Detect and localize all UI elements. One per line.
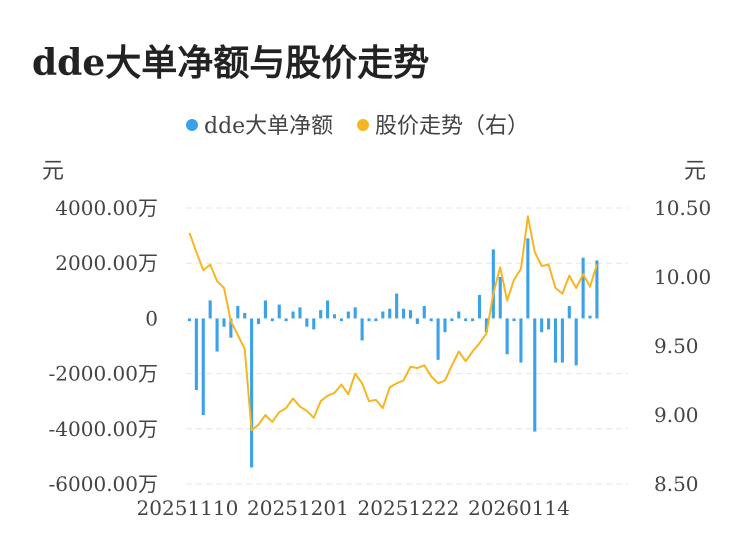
bar — [360, 318, 364, 341]
bar — [533, 318, 537, 432]
y-right-tick-label: 8.50 — [654, 472, 699, 496]
bar — [222, 318, 226, 327]
bar — [401, 308, 406, 319]
bar — [298, 307, 302, 319]
bar — [443, 318, 447, 333]
bar — [560, 318, 564, 363]
y-left-tick-label: -2000.00万 — [49, 362, 158, 386]
bar — [553, 318, 558, 363]
bar — [595, 260, 599, 319]
legend-label-1: 股价走势（右） — [375, 114, 529, 139]
y-left-tick-label: 0 — [145, 306, 158, 330]
bar — [305, 318, 309, 327]
bar — [498, 277, 502, 319]
x-tick-label: 20260114 — [468, 496, 570, 520]
legend-label-0: dde大单净额 — [204, 114, 333, 139]
chart-title: dde大单净额与股价走势 — [32, 42, 430, 84]
y-left-unit: 元 — [42, 159, 64, 184]
bar — [201, 318, 205, 415]
y-right-tick-label: 10.50 — [654, 196, 711, 220]
y-axis-right: 10.50 10.00 9.50 9.00 8.50 — [654, 196, 711, 496]
bar — [270, 318, 274, 322]
bar — [574, 318, 578, 366]
bar — [429, 318, 433, 322]
bar — [436, 318, 440, 360]
bar — [505, 318, 509, 355]
legend-marker-0 — [186, 119, 198, 131]
bar — [457, 311, 461, 319]
y-axis-left: 4000.00万 2000.00万 0 -2000.00万 -4000.00万 -6000… — [49, 196, 158, 496]
bar — [422, 305, 426, 319]
y-right-tick-label: 9.50 — [654, 334, 699, 358]
bar — [464, 318, 468, 322]
bar — [346, 311, 350, 319]
y-right-unit: 元 — [684, 159, 706, 184]
bar — [491, 249, 495, 319]
bar — [339, 318, 343, 322]
bar — [395, 293, 399, 319]
bar — [229, 318, 233, 338]
bar — [588, 315, 592, 319]
bar — [374, 318, 378, 322]
bar — [353, 307, 357, 319]
bar — [187, 318, 192, 322]
x-tick-label: 20251201 — [247, 496, 349, 520]
bar — [326, 300, 330, 319]
bar — [319, 310, 323, 319]
x-tick-label: 20251222 — [358, 496, 460, 520]
bar — [284, 318, 288, 322]
legend: dde大单净额 股价走势（右） — [186, 114, 529, 139]
bar — [332, 314, 337, 319]
bar — [388, 308, 392, 319]
bar — [263, 300, 267, 319]
bar — [250, 318, 254, 468]
bar — [581, 257, 585, 319]
bar — [236, 305, 240, 319]
bar — [512, 318, 516, 322]
bar — [277, 304, 281, 319]
bar — [540, 318, 544, 333]
bar — [256, 318, 261, 324]
bar — [367, 318, 371, 322]
bar — [519, 318, 523, 363]
y-right-tick-label: 10.00 — [654, 265, 711, 289]
bar — [567, 305, 571, 319]
legend-marker-1 — [357, 119, 369, 131]
y-left-tick-label: 2000.00万 — [55, 251, 158, 275]
bar — [408, 310, 413, 319]
y-left-tick-label: -4000.00万 — [49, 417, 158, 441]
bar — [471, 318, 475, 322]
bar — [547, 318, 551, 330]
bar — [312, 318, 316, 330]
bar — [243, 312, 247, 319]
axis-units: 元元 — [42, 159, 706, 184]
y-right-tick-label: 9.00 — [654, 403, 699, 427]
bar — [208, 300, 212, 319]
bar — [194, 318, 198, 391]
price-line — [188, 215, 598, 432]
x-tick-label: 20251110 — [137, 496, 239, 520]
bar — [415, 318, 419, 324]
bar — [291, 311, 295, 319]
gridlines — [186, 207, 628, 485]
bar — [484, 318, 488, 333]
bar — [477, 294, 482, 319]
bar — [381, 311, 385, 319]
x-axis: 20251110 20251201 20251222 20260114 — [137, 496, 570, 520]
bar — [526, 238, 530, 319]
bar — [215, 318, 219, 352]
y-left-tick-label: -6000.00万 — [49, 472, 158, 496]
line-series — [188, 215, 598, 432]
bar — [450, 318, 454, 322]
y-left-tick-label: 4000.00万 — [55, 196, 158, 220]
bar-series — [187, 238, 599, 468]
